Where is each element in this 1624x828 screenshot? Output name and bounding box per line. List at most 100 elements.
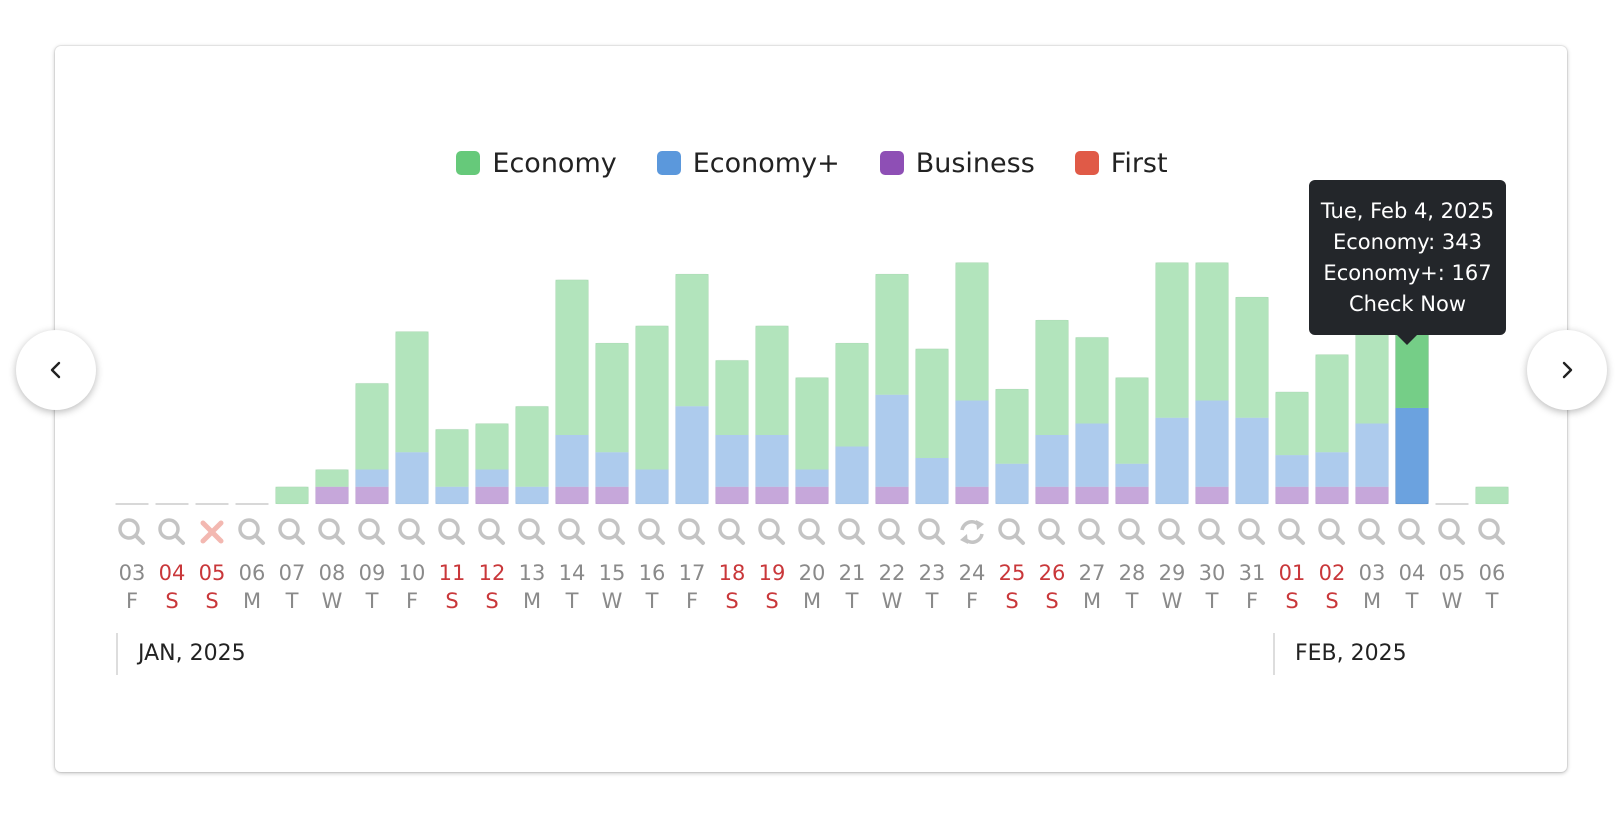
- search-icon[interactable]: [398, 518, 425, 545]
- bar-segment-economy-34[interactable]: [1475, 486, 1509, 504]
- search-icon[interactable]: [1398, 518, 1425, 545]
- bar-segment-economy-27[interactable]: [1195, 262, 1229, 401]
- legend-item-business[interactable]: Business: [879, 148, 1035, 179]
- bar-segment-economy-8[interactable]: [435, 429, 469, 487]
- bar-segment-business-25[interactable]: [1115, 486, 1149, 504]
- bar-segment-economy-14[interactable]: [675, 274, 709, 407]
- bar-segment-economy-13[interactable]: [635, 325, 669, 470]
- bar-segment-business-27[interactable]: [1195, 486, 1229, 504]
- bar-segment-economy-plus-21[interactable]: [955, 400, 989, 487]
- bar-segment-economy-10[interactable]: [515, 406, 549, 487]
- search-icon[interactable]: [1118, 518, 1145, 545]
- bar-segment-business-16[interactable]: [755, 486, 789, 504]
- bar-segment-business-31[interactable]: [1355, 486, 1389, 504]
- tooltip-check-now-link[interactable]: Check Now: [1348, 292, 1466, 316]
- search-icon[interactable]: [518, 518, 545, 545]
- bar-segment-economy-15[interactable]: [715, 360, 749, 435]
- bar-segment-business-29[interactable]: [1275, 486, 1309, 504]
- bar-segment-economy-19[interactable]: [875, 274, 909, 395]
- search-icon[interactable]: [918, 518, 945, 545]
- search-icon[interactable]: [1158, 518, 1185, 545]
- search-icon[interactable]: [358, 518, 385, 545]
- bar-segment-economy-plus-18[interactable]: [835, 446, 869, 505]
- search-icon[interactable]: [718, 518, 745, 545]
- search-icon[interactable]: [598, 518, 625, 545]
- bar-segment-business-11[interactable]: [555, 486, 589, 504]
- bar-segment-economy-plus-29[interactable]: [1275, 455, 1309, 487]
- bar-segment-economy-plus-16[interactable]: [755, 435, 789, 487]
- bar-segment-economy-20[interactable]: [915, 348, 949, 458]
- search-icon[interactable]: [1438, 518, 1465, 545]
- bar-segment-economy-plus-20[interactable]: [915, 458, 949, 504]
- bar-segment-economy-plus-13[interactable]: [635, 469, 669, 505]
- legend-item-economy[interactable]: Economy: [456, 148, 617, 179]
- search-icon[interactable]: [838, 518, 865, 545]
- search-icon[interactable]: [1078, 518, 1105, 545]
- bar-segment-business-23[interactable]: [1035, 486, 1069, 504]
- bar-segment-economy-26[interactable]: [1155, 262, 1189, 418]
- bar-segment-business-30[interactable]: [1315, 486, 1349, 504]
- refresh-icon[interactable]: [960, 520, 984, 544]
- bar-segment-economy-plus-15[interactable]: [715, 435, 749, 487]
- search-icon[interactable]: [998, 518, 1025, 545]
- next-button[interactable]: [1527, 330, 1607, 410]
- bar-segment-economy-plus-6[interactable]: [355, 469, 389, 487]
- bar-segment-economy-18[interactable]: [835, 343, 869, 447]
- bar-segment-economy-plus-22[interactable]: [995, 463, 1029, 504]
- search-icon[interactable]: [1318, 518, 1345, 545]
- search-icon[interactable]: [438, 518, 465, 545]
- search-icon[interactable]: [1358, 518, 1385, 545]
- bar-segment-economy-16[interactable]: [755, 325, 789, 435]
- bar-segment-economy-21[interactable]: [955, 262, 989, 401]
- bar-segment-business-9[interactable]: [475, 486, 509, 504]
- bar-segment-economy-6[interactable]: [355, 383, 389, 470]
- bar-segment-economy-plus-7[interactable]: [395, 452, 429, 504]
- bar-segment-economy-plus-32[interactable]: [1395, 407, 1429, 504]
- bar-segment-economy-plus-12[interactable]: [595, 452, 629, 487]
- bar-segment-economy-plus-19[interactable]: [875, 394, 909, 487]
- search-icon[interactable]: [238, 518, 265, 545]
- search-icon[interactable]: [798, 518, 825, 545]
- bar-segment-economy-29[interactable]: [1275, 391, 1309, 456]
- bar-segment-economy-plus-14[interactable]: [675, 406, 709, 504]
- bar-segment-economy-28[interactable]: [1235, 297, 1269, 418]
- search-icon[interactable]: [478, 518, 505, 545]
- bar-segment-business-24[interactable]: [1075, 486, 1109, 504]
- bar-segment-economy-4[interactable]: [275, 486, 309, 504]
- bar-segment-economy-plus-9[interactable]: [475, 469, 509, 487]
- bar-segment-economy-12[interactable]: [595, 343, 629, 453]
- bar-segment-economy-17[interactable]: [795, 377, 829, 470]
- search-icon[interactable]: [1278, 518, 1305, 545]
- bar-segment-business-5[interactable]: [315, 486, 349, 504]
- bar-segment-economy-25[interactable]: [1115, 377, 1149, 464]
- search-icon[interactable]: [558, 518, 585, 545]
- search-icon[interactable]: [1198, 518, 1225, 545]
- bar-segment-economy-23[interactable]: [1035, 320, 1069, 435]
- bar-segment-economy-31[interactable]: [1355, 331, 1389, 424]
- search-icon[interactable]: [638, 518, 665, 545]
- search-icon[interactable]: [1038, 518, 1065, 545]
- bar-segment-economy-22[interactable]: [995, 389, 1029, 464]
- bar-segment-economy-plus-8[interactable]: [435, 486, 469, 504]
- search-icon[interactable]: [878, 518, 905, 545]
- bar-segment-economy-plus-23[interactable]: [1035, 435, 1069, 487]
- bar-segment-economy-7[interactable]: [395, 331, 429, 453]
- bar-segment-economy-plus-31[interactable]: [1355, 423, 1389, 487]
- bar-segment-economy-plus-26[interactable]: [1155, 417, 1189, 504]
- bar-segment-economy-30[interactable]: [1315, 354, 1349, 453]
- search-icon[interactable]: [1478, 518, 1505, 545]
- bar-segment-economy-24[interactable]: [1075, 337, 1109, 424]
- search-icon[interactable]: [278, 518, 305, 545]
- search-icon[interactable]: [158, 518, 185, 545]
- bar-segment-economy-9[interactable]: [475, 423, 509, 470]
- bar-segment-business-6[interactable]: [355, 486, 389, 504]
- legend-item-economy-plus[interactable]: Economy+: [656, 148, 840, 179]
- bar-segment-economy-plus-24[interactable]: [1075, 423, 1109, 487]
- bar-segment-economy-plus-27[interactable]: [1195, 400, 1229, 487]
- bar-segment-economy-plus-17[interactable]: [795, 469, 829, 487]
- search-icon[interactable]: [678, 518, 705, 545]
- search-icon[interactable]: [1238, 518, 1265, 545]
- bar-segment-economy-plus-28[interactable]: [1235, 417, 1269, 504]
- search-icon[interactable]: [758, 518, 785, 545]
- previous-button[interactable]: [16, 330, 96, 410]
